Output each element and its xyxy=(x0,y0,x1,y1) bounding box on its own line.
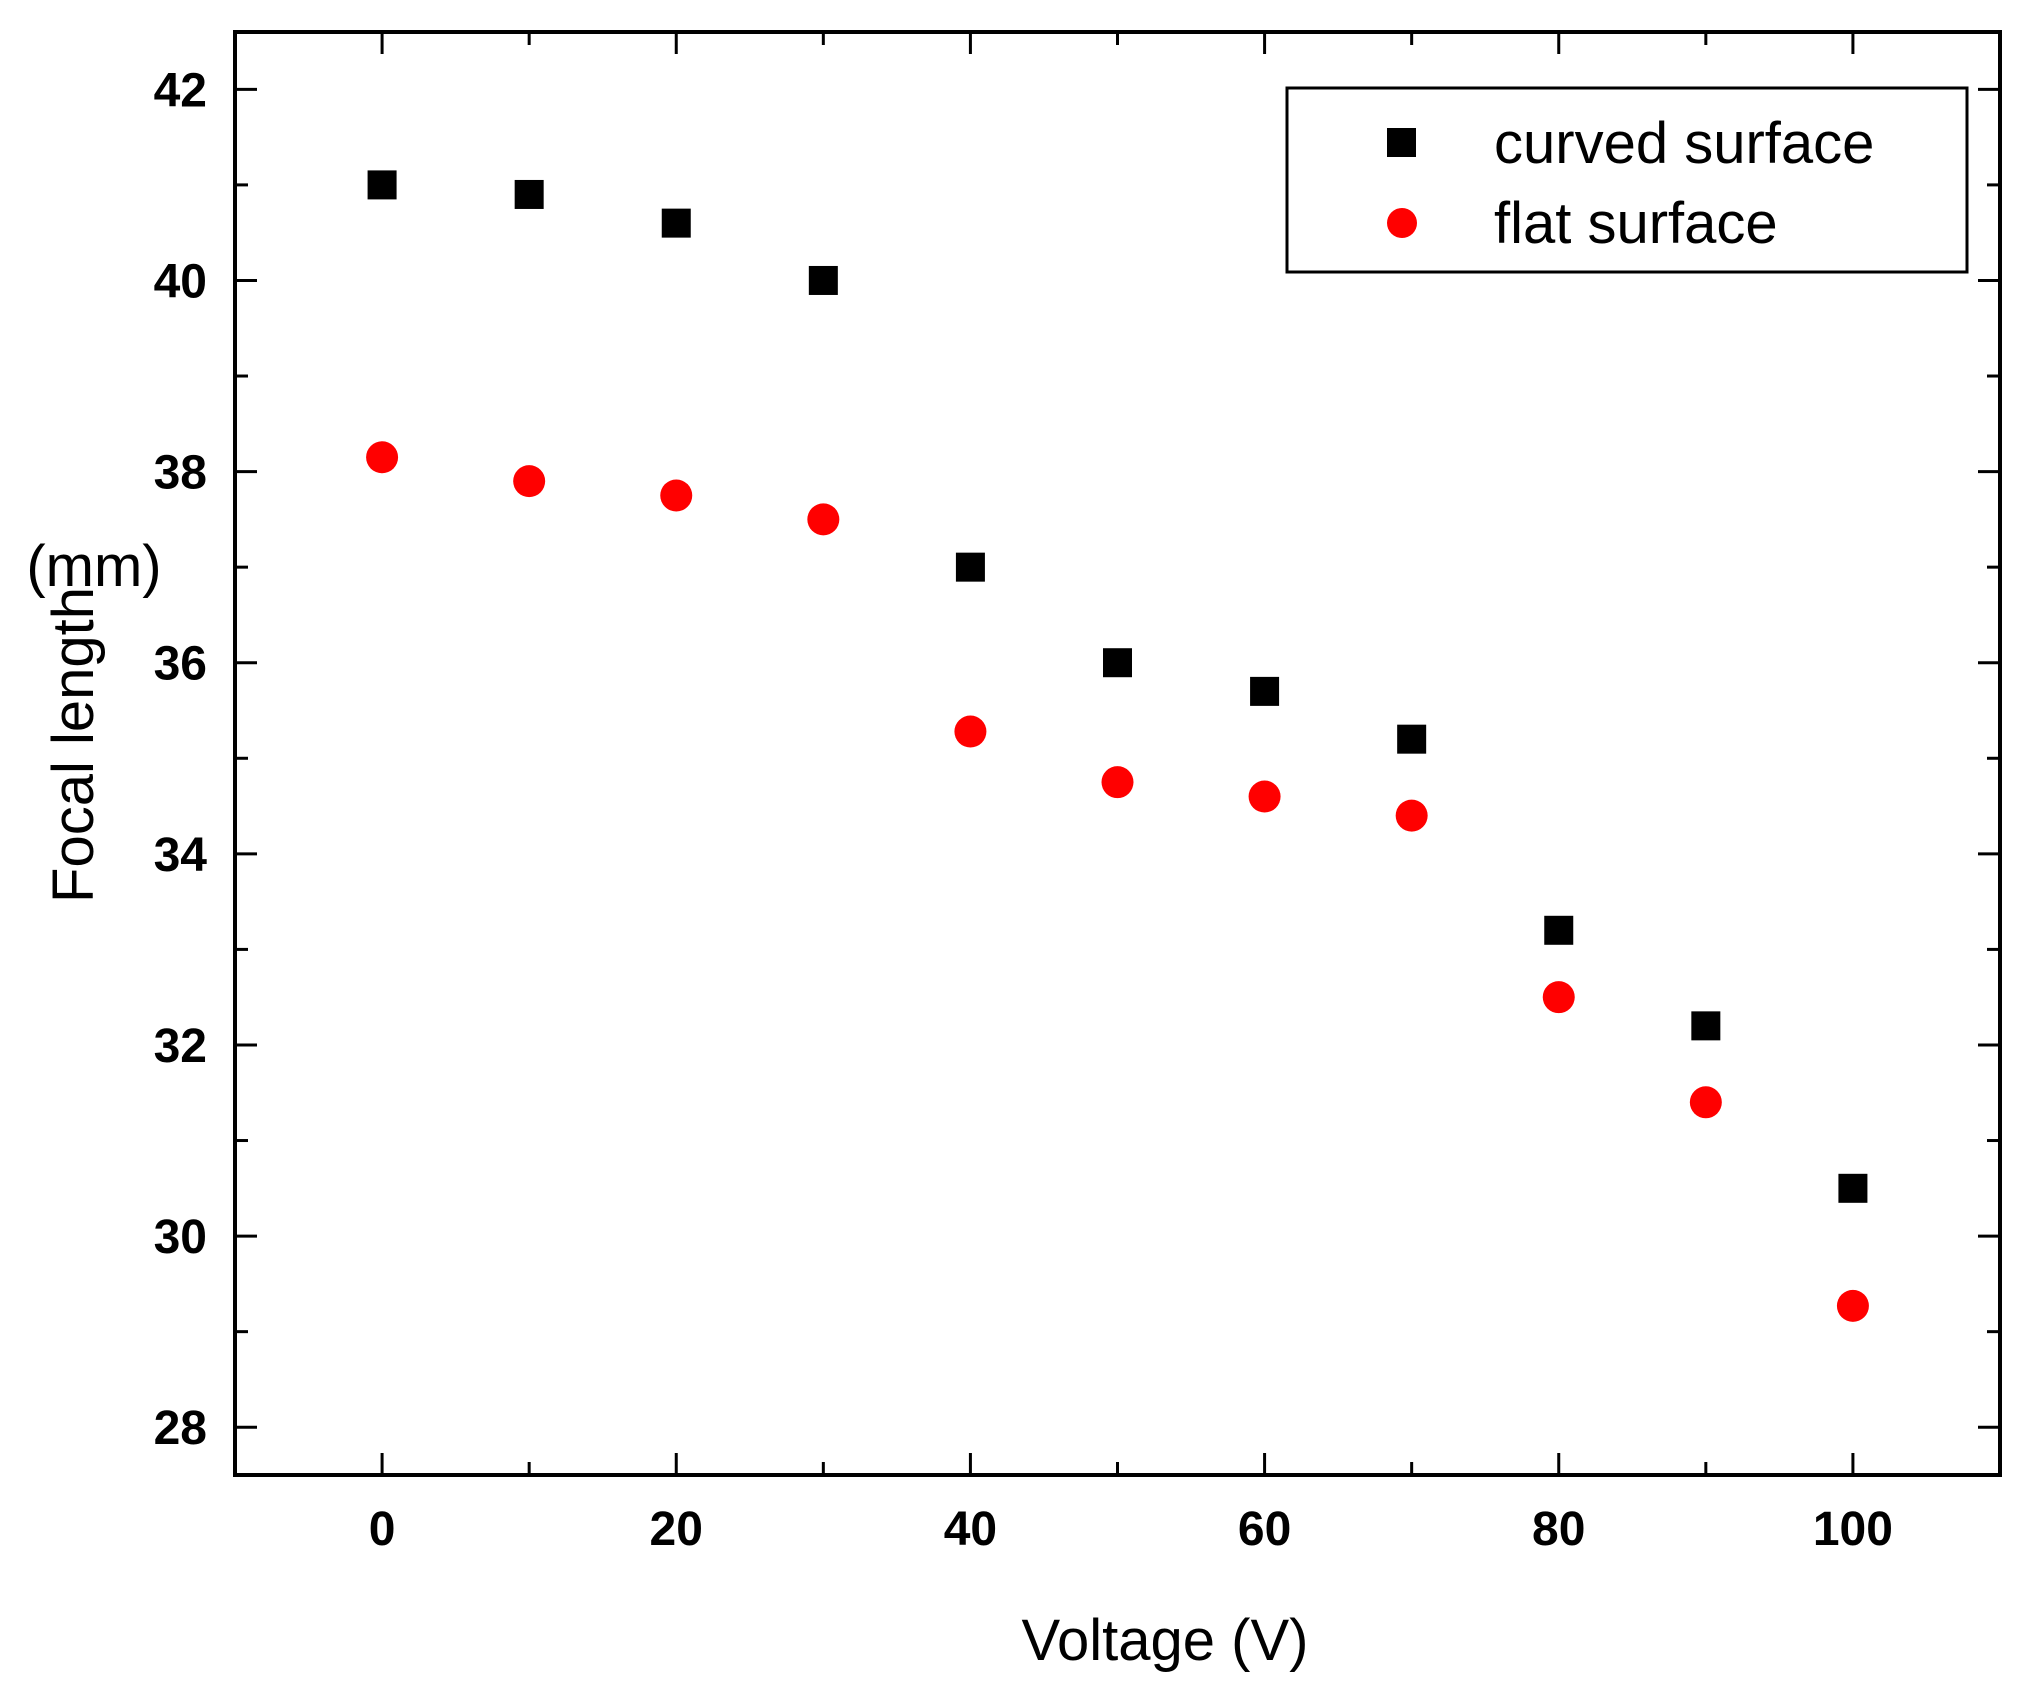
legend-label-flat-surface: flat surface xyxy=(1494,191,1778,256)
point-flat-surface-0 xyxy=(366,441,399,474)
y-tick-label-32: 32 xyxy=(154,1020,207,1073)
y-axis-title: Focal length xyxy=(41,587,106,903)
x-tick-label-40: 40 xyxy=(944,1503,997,1556)
y-axis-title-main: Focal length xyxy=(41,587,106,903)
legend-marker-curved-surface xyxy=(1387,128,1416,157)
y-tick-label-28: 28 xyxy=(154,1402,207,1455)
point-flat-surface-70 xyxy=(1395,799,1428,832)
y-axis-title-unit: (mm) xyxy=(26,534,161,599)
point-curved-surface-20 xyxy=(661,208,691,238)
legend-label-curved-surface: curved surface xyxy=(1494,111,1874,176)
plot-frame xyxy=(233,30,2002,1477)
point-curved-surface-30 xyxy=(808,265,838,295)
legend-marker-flat-surface xyxy=(1387,208,1417,238)
point-curved-surface-60 xyxy=(1250,676,1280,706)
point-curved-surface-70 xyxy=(1397,724,1427,754)
y-tick-label-38: 38 xyxy=(154,447,207,500)
x-tick-label-0: 0 xyxy=(369,1503,396,1556)
point-curved-surface-40 xyxy=(955,552,985,582)
point-flat-surface-40 xyxy=(954,715,987,748)
point-curved-surface-90 xyxy=(1691,1011,1721,1041)
point-flat-surface-30 xyxy=(807,503,840,536)
point-flat-surface-100 xyxy=(1836,1289,1869,1322)
point-curved-surface-50 xyxy=(1103,648,1132,678)
point-flat-surface-10 xyxy=(513,465,546,498)
y-tick-label-34: 34 xyxy=(154,829,208,882)
x-tick-label-80: 80 xyxy=(1532,1503,1585,1556)
point-flat-surface-20 xyxy=(660,479,693,512)
point-flat-surface-50 xyxy=(1101,766,1134,799)
y-tick-label-36: 36 xyxy=(154,638,207,691)
point-flat-surface-90 xyxy=(1689,1086,1722,1119)
y-tick-label-30: 30 xyxy=(154,1211,207,1264)
point-flat-surface-60 xyxy=(1248,780,1281,813)
point-curved-surface-10 xyxy=(514,179,544,209)
point-flat-surface-80 xyxy=(1542,981,1575,1014)
point-curved-surface-80 xyxy=(1544,915,1574,945)
ticks-layer: 0 20 40 60 80 100 28 30 32 34 36 38 40 42 xyxy=(154,32,2000,1556)
y-tick-label-42: 42 xyxy=(154,64,207,117)
x-tick-label-60: 60 xyxy=(1238,1503,1291,1556)
x-tick-label-100: 100 xyxy=(1813,1503,1893,1556)
legend-box xyxy=(1285,86,1969,274)
y-tick-label-40: 40 xyxy=(154,255,207,308)
legend: curved surface flat surface xyxy=(1285,86,1969,274)
point-curved-surface-0 xyxy=(367,170,397,200)
x-tick-label-20: 20 xyxy=(650,1503,703,1556)
data-points-layer xyxy=(366,170,1869,1322)
x-axis-title: Voltage (V) xyxy=(1022,1608,1309,1673)
point-curved-surface-100 xyxy=(1838,1173,1868,1203)
